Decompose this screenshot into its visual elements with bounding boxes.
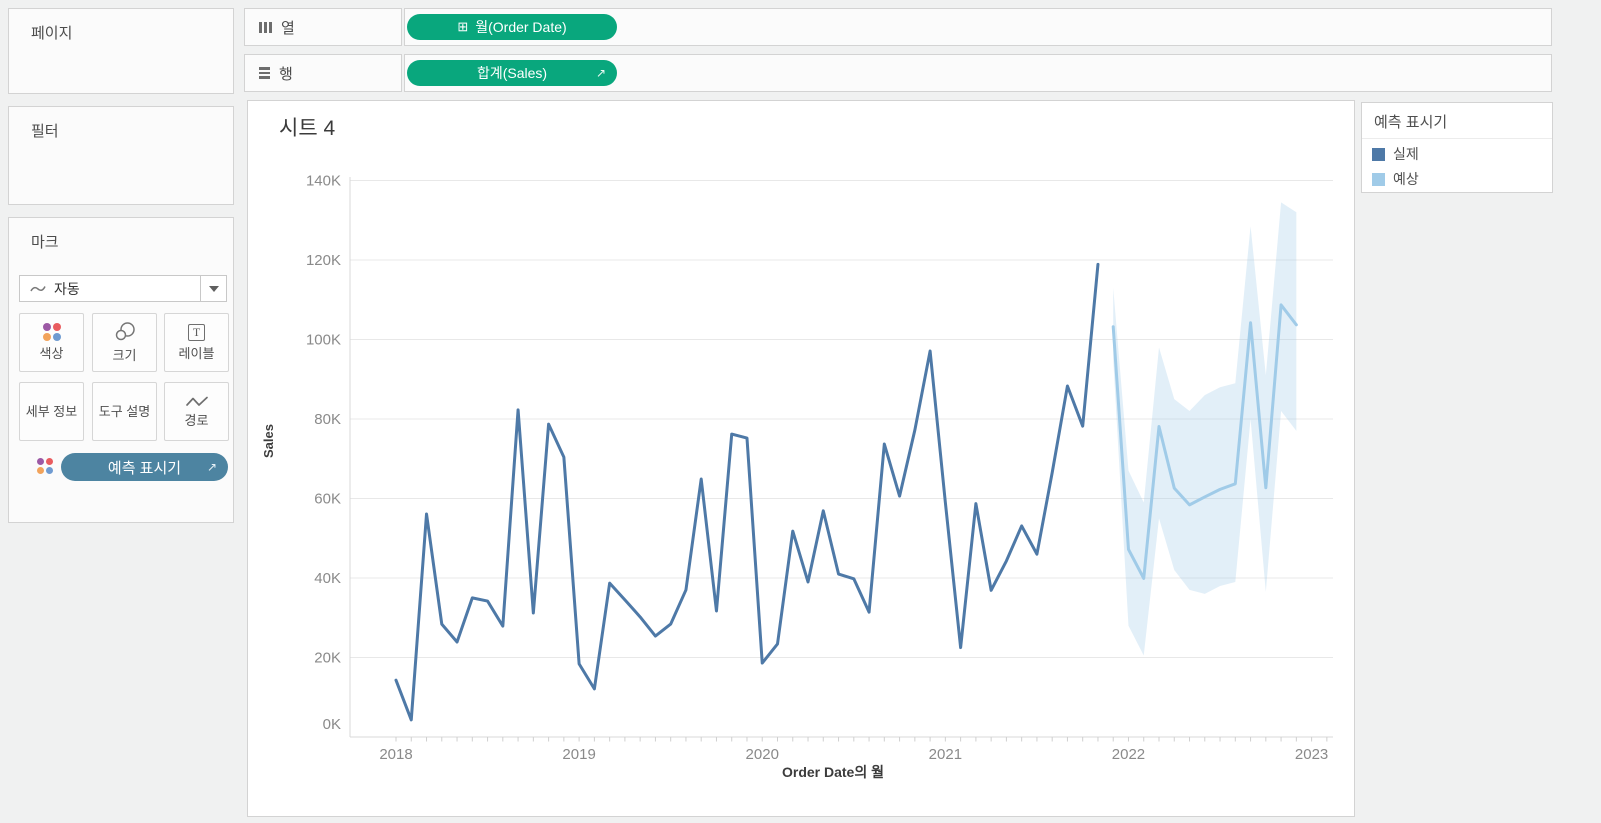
svg-text:60K: 60K [314, 491, 341, 508]
detail-button-label: 세부 정보 [25, 403, 78, 419]
color-button[interactable]: 색상 [19, 313, 84, 372]
mark-type-value: 자동 [54, 280, 80, 297]
columns-pill-order-date[interactable]: ⊞ 월(Order Date) [407, 14, 617, 40]
mark-type-dropdown-arrow[interactable] [200, 276, 226, 301]
chevron-down-icon [208, 285, 219, 292]
path-icon [185, 396, 208, 406]
columns-icon [259, 21, 272, 33]
svg-text:80K: 80K [314, 411, 341, 428]
rows-shelf-label: 행 [279, 65, 293, 83]
filters-shelf-card: 필터 [8, 106, 234, 205]
columns-shelf[interactable]: ⊞ 월(Order Date) [404, 8, 1552, 46]
svg-text:0K: 0K [323, 716, 341, 733]
svg-text:2022: 2022 [1112, 746, 1145, 763]
estimate-color-swatch [1372, 172, 1385, 186]
chart-plot-area[interactable]: 0K 20K 40K 60K 80K 100K 120K 140K 2018 2019 2020 20… [248, 101, 1356, 818]
worksheet-view: 시트 4 0K 20K 40K 60K 80K 100K 120K 140K 2018 2019 2… [247, 100, 1355, 817]
line-mark-icon [30, 285, 46, 291]
rows-pill-label: 합계(Sales) [476, 65, 548, 81]
svg-text:2023: 2023 [1295, 746, 1328, 763]
label-button[interactable]: T 레이블 [164, 313, 229, 372]
size-button[interactable]: 크기 [92, 313, 157, 372]
filters-shelf-label: 필터 [31, 123, 59, 140]
svg-text:2018: 2018 [379, 746, 412, 763]
marks-card: 마크 자동 색상 크기 T 레이블 세부 정보 도구 설명 경로 [8, 217, 234, 523]
svg-text:Sales: Sales [261, 424, 276, 458]
size-icon [115, 322, 135, 341]
tooltip-button-label: 도구 설명 [98, 403, 151, 419]
size-button-label: 크기 [112, 348, 137, 364]
svg-text:100K: 100K [306, 332, 341, 349]
forecast-arrow-icon: ↗ [595, 66, 606, 80]
sheet-title: 시트 4 [279, 117, 336, 140]
forecast-arrow-icon: ↗ [206, 460, 217, 474]
svg-text:20K: 20K [314, 650, 341, 667]
legend-title: 예측 표시기 [1362, 103, 1552, 139]
label-icon: T [188, 323, 205, 341]
pages-shelf-card: 페이지 [8, 8, 234, 94]
color-shelf-icon [37, 458, 53, 474]
legend-item-label: 예상 [1393, 171, 1419, 187]
svg-text:Order Date의 월: Order Date의 월 [782, 764, 884, 780]
tooltip-button[interactable]: 도구 설명 [92, 382, 157, 441]
rows-pill-sum-sales[interactable]: 합계(Sales) ↗ [407, 60, 617, 86]
columns-shelf-header: 열 [244, 8, 402, 46]
rows-shelf[interactable]: 합계(Sales) ↗ [404, 54, 1552, 92]
legend-item-actual[interactable]: 실제 [1362, 139, 1552, 164]
expand-plus-icon[interactable]: ⊞ [457, 19, 469, 34]
path-button-label: 경로 [184, 412, 209, 428]
label-button-label: 레이블 [178, 345, 215, 361]
forecast-indicator-pill-label: 예측 표시기 [107, 459, 182, 477]
actual-color-swatch [1372, 147, 1385, 161]
svg-text:2021: 2021 [929, 746, 962, 763]
rows-shelf-header: 행 [244, 54, 402, 92]
pages-shelf-label: 페이지 [31, 25, 73, 42]
svg-text:140K: 140K [306, 173, 341, 190]
legend-item-label: 실제 [1393, 146, 1419, 162]
svg-text:2020: 2020 [746, 746, 779, 763]
path-button[interactable]: 경로 [164, 382, 229, 441]
forecast-legend-card: 예측 표시기 실제 예상 [1361, 102, 1553, 193]
svg-text:120K: 120K [306, 252, 341, 269]
columns-pill-label: 월(Order Date) [475, 19, 567, 35]
legend-item-estimate[interactable]: 예상 [1362, 164, 1552, 189]
forecast-indicator-pill[interactable]: 예측 표시기 ↗ [61, 453, 228, 481]
mark-type-dropdown[interactable]: 자동 [19, 275, 227, 302]
color-button-label: 색상 [39, 346, 64, 362]
marks-card-label: 마크 [31, 234, 59, 251]
color-icon [42, 323, 61, 342]
svg-text:40K: 40K [314, 570, 341, 587]
rows-icon [259, 67, 270, 79]
columns-shelf-label: 열 [281, 19, 295, 37]
svg-text:2019: 2019 [562, 746, 595, 763]
detail-button[interactable]: 세부 정보 [19, 382, 84, 441]
